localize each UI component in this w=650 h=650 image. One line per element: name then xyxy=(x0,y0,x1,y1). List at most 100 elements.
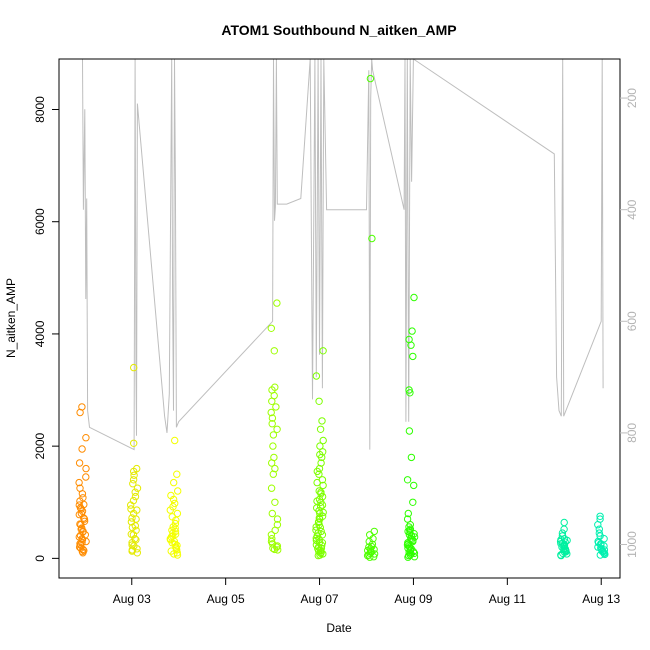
data-point xyxy=(366,74,375,83)
data-point xyxy=(82,473,90,481)
data-point xyxy=(316,425,325,433)
data-point xyxy=(406,543,414,551)
right-tick-label: 200 xyxy=(625,88,639,108)
data-point xyxy=(78,445,86,453)
data-point xyxy=(319,481,327,490)
right-axis-series-layer xyxy=(82,58,604,451)
data-point xyxy=(267,531,276,539)
data-point xyxy=(129,496,138,505)
data-point xyxy=(268,414,277,422)
data-point xyxy=(410,293,418,302)
data-point xyxy=(596,512,604,520)
data-point xyxy=(317,549,325,557)
data-point xyxy=(597,541,605,549)
data-point xyxy=(557,536,565,544)
x-tick-label: Aug 13 xyxy=(582,592,620,606)
data-point xyxy=(268,509,276,518)
data-point xyxy=(168,513,177,521)
data-point xyxy=(76,540,84,548)
data-point xyxy=(77,505,86,513)
grey-series-line xyxy=(82,58,604,451)
data-point xyxy=(128,523,137,532)
data-point xyxy=(595,525,603,533)
x-tick-label: Aug 09 xyxy=(394,592,432,606)
data-point xyxy=(404,540,412,548)
data-point xyxy=(405,386,413,394)
data-point xyxy=(409,352,417,361)
x-tick-label: Aug 11 xyxy=(489,592,526,606)
y-axis: 0 2000 4000 6000 8000 xyxy=(33,96,59,562)
data-point xyxy=(403,476,412,484)
data-point xyxy=(317,488,325,496)
data-point xyxy=(269,431,278,439)
data-point xyxy=(368,542,376,551)
data-point xyxy=(77,525,85,533)
data-point xyxy=(271,383,279,391)
data-point xyxy=(406,526,414,534)
data-point xyxy=(171,524,179,532)
data-point xyxy=(132,515,140,523)
data-point xyxy=(133,464,141,473)
data-point xyxy=(171,436,179,445)
data-point xyxy=(368,234,376,243)
data-point xyxy=(594,539,603,547)
data-point xyxy=(313,467,321,476)
data-point xyxy=(131,535,139,543)
data-point xyxy=(173,509,182,518)
data-point xyxy=(128,546,137,554)
data-point xyxy=(317,527,325,536)
data-point xyxy=(271,464,279,473)
data-point xyxy=(404,527,412,536)
right-axis: 200 400 600 800 1000 xyxy=(620,88,639,558)
data-point xyxy=(75,478,83,487)
data-point xyxy=(76,484,84,492)
data-point xyxy=(128,514,136,522)
data-point xyxy=(75,501,84,509)
data-point xyxy=(128,541,136,549)
data-point xyxy=(557,551,565,559)
data-point xyxy=(268,420,276,428)
data-point xyxy=(597,545,606,554)
data-point xyxy=(318,531,327,539)
data-point xyxy=(130,471,138,479)
data-point xyxy=(270,347,278,355)
data-point xyxy=(313,497,321,505)
data-point xyxy=(78,403,86,411)
data-point xyxy=(272,403,280,411)
data-point xyxy=(269,544,277,552)
data-point xyxy=(319,436,327,445)
data-point xyxy=(407,453,416,462)
data-point xyxy=(409,498,417,506)
data-point xyxy=(171,519,180,528)
y-axis-label: N_aitken_AMP xyxy=(4,278,18,358)
data-point xyxy=(170,478,178,487)
data-point xyxy=(317,503,325,511)
data-point xyxy=(132,536,140,544)
data-point xyxy=(271,498,279,506)
data-point xyxy=(405,427,414,435)
data-point xyxy=(270,453,278,462)
data-point xyxy=(167,491,175,500)
right-tick-label: 1000 xyxy=(625,531,639,558)
data-point xyxy=(75,459,84,467)
y-tick-label: 2000 xyxy=(33,432,47,459)
data-point xyxy=(77,509,86,518)
y-tick-label: 0 xyxy=(33,555,47,562)
right-tick-label: 400 xyxy=(625,199,639,219)
data-point xyxy=(410,481,418,490)
chart-title: ATOM1 Southbound N_aitken_AMP xyxy=(221,22,456,38)
data-point xyxy=(318,417,326,425)
data-point xyxy=(366,547,375,555)
data-point xyxy=(171,499,179,508)
data-point xyxy=(312,523,320,531)
data-point xyxy=(370,527,378,536)
data-point xyxy=(82,464,90,473)
data-point xyxy=(405,335,413,344)
data-point xyxy=(76,520,84,528)
data-point xyxy=(129,480,137,488)
data-point xyxy=(406,528,414,537)
data-point xyxy=(173,470,181,478)
data-point xyxy=(82,434,90,442)
data-point xyxy=(130,363,138,372)
